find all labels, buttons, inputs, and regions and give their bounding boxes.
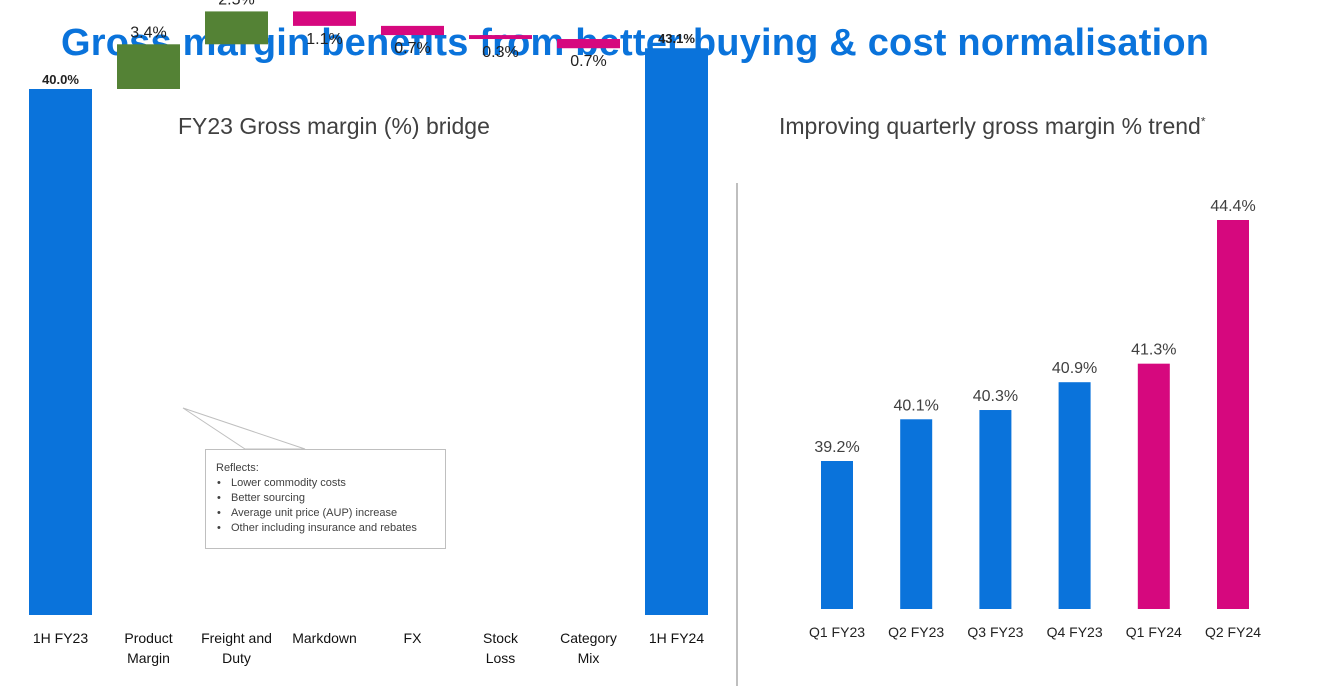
trend-category-label: Q3 FY23 [967,624,1023,640]
waterfall-bar-1h-fy24 [645,48,708,616]
trend-value-label: 41.3% [1131,342,1176,359]
trend-category-label: Q2 FY24 [1205,624,1261,640]
waterfall-category-label: Category [560,630,617,646]
waterfall-value-label: 1.1% [306,31,342,48]
trend-category-label: Q2 FY23 [888,624,944,640]
trend-bar-q2-fy23 [900,419,933,609]
waterfall-bar-category-mix [557,39,620,49]
waterfall-value-label: 40.0% [42,72,79,87]
trend-title-footnote-mark: * [1200,114,1206,129]
waterfall-category-label: Mix [578,650,600,666]
trend-bar-chart: 39.2% Q1 FY23 40.1% Q2 FY23 40.3% Q3 FY23 40.9… [809,198,1261,640]
waterfall-value-label: 2.5% [218,0,254,8]
trend-value-label: 40.3% [973,388,1018,405]
waterfall-category-label: Freight and [201,630,272,646]
trend-bar-q2-fy24 [1217,220,1249,609]
waterfall-category-label: 1H FY23 [33,630,88,646]
waterfall-value-label: 3.4% [130,24,166,41]
trend-value-label: 39.2% [814,439,859,456]
waterfall-category-label: Stock [483,630,519,646]
trend-bar-q1-fy24 [1137,363,1170,609]
waterfall-bar-markdown [293,11,356,26]
waterfall-category-label: Margin [127,650,170,666]
trend-chart-title-text: Improving quarterly gross margin % trend [779,113,1201,139]
waterfall-value-label: 0.7% [394,40,430,57]
waterfall-value-label: 0.3% [482,44,518,61]
waterfall-chart: 40.0% 1H FY23 3.4% Product Margin 2.5% Freight… [29,0,708,666]
waterfall-category-label: Loss [486,650,516,666]
trend-category-label: Q1 FY23 [809,624,865,640]
callout-pointer [182,407,306,450]
trend-chart-title: Improving quarterly gross margin % trend… [779,113,1206,140]
callout-item: Better sourcing [217,491,435,506]
chart-divider [736,183,738,686]
waterfall-category-label: FX [404,630,423,646]
waterfall-category-label: Product [124,630,172,646]
trend-category-label: Q4 FY23 [1047,624,1103,640]
callout-item: Average unit price (AUP) increase [217,506,435,521]
waterfall-bar-product-margin [117,44,180,89]
waterfall-value-label: 43.1% [658,31,695,46]
trend-value-label: 40.1% [894,397,939,414]
waterfall-value-label: 0.7% [570,53,606,70]
trend-bar-q3-fy23 [979,410,1012,609]
waterfall-bar-stock-loss [469,35,532,40]
waterfall-bar-fx [381,25,444,36]
waterfall-category-label: 1H FY24 [649,630,704,646]
callout-list: Lower commodity costs Better sourcing Av… [216,476,435,536]
callout-heading: Reflects: [216,462,259,474]
trend-value-label: 44.4% [1210,198,1255,215]
waterfall-bar-freight-and-duty [205,11,268,45]
waterfall-bar-1h-fy23 [29,89,92,615]
callout-item: Lower commodity costs [217,476,435,491]
trend-bar-q1-fy23 [821,461,853,609]
trend-bar-q4-fy23 [1058,382,1091,609]
callout-item: Other including insurance and rebates [217,521,435,536]
trend-value-label: 40.9% [1052,360,1097,377]
waterfall-category-label: Markdown [292,630,357,646]
bridge-chart-title: FY23 Gross margin (%) bridge [178,113,490,139]
waterfall-category-label: Duty [222,650,251,666]
trend-category-label: Q1 FY24 [1126,624,1182,640]
product-margin-callout: Reflects: Lower commodity costs Better s… [205,449,446,549]
